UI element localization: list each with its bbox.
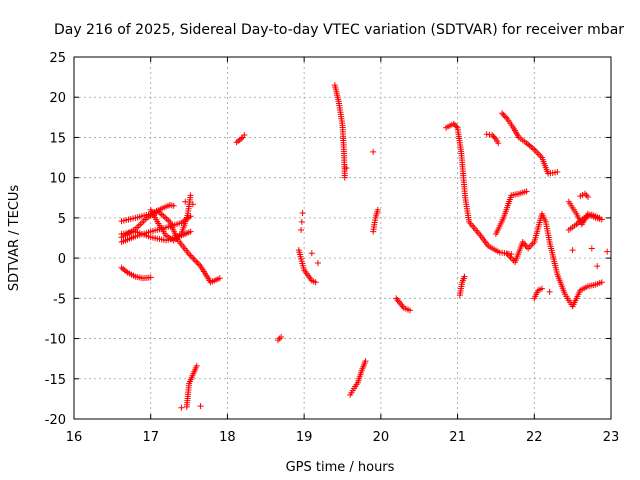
data-point	[569, 247, 576, 254]
data-point	[187, 213, 194, 220]
plot-frame	[73, 56, 612, 420]
y-tick-label: -20	[45, 413, 66, 428]
data-point	[190, 255, 197, 262]
data-point	[362, 358, 369, 365]
x-tick-label: 17	[142, 430, 159, 445]
data-point	[216, 275, 223, 282]
data-point	[594, 263, 601, 270]
data-point	[241, 132, 248, 139]
data-point	[495, 140, 502, 147]
y-tick-label: 0	[58, 252, 66, 267]
data-point	[308, 250, 315, 257]
data-point	[341, 174, 348, 181]
data-point	[197, 403, 204, 410]
data-point	[546, 288, 553, 295]
data-point	[523, 188, 530, 195]
data-point	[499, 110, 506, 117]
y-tick-label: 25	[49, 51, 66, 66]
data-point	[452, 122, 459, 129]
data-point	[538, 285, 545, 292]
data-point	[187, 252, 194, 259]
data-point	[450, 120, 457, 127]
data-point	[298, 226, 305, 233]
x-tick-label: 18	[219, 430, 236, 445]
data-point	[596, 214, 603, 221]
data-point	[314, 259, 321, 266]
x-tick-label: 16	[66, 430, 83, 445]
y-tick-label: 10	[49, 172, 66, 187]
x-axis-label: GPS time / hours	[286, 460, 395, 475]
y-tick-label: -5	[53, 292, 66, 307]
data-point	[584, 193, 591, 200]
data-point	[489, 132, 496, 139]
y-tick-label: -10	[45, 333, 66, 348]
data-point	[194, 260, 201, 267]
y-tick-label: 5	[58, 212, 66, 227]
y-tick-label: -15	[45, 373, 66, 388]
data-point	[193, 258, 200, 265]
data-point	[588, 245, 595, 252]
data-point	[501, 113, 508, 120]
y-axis-label: SDTVAR / TECUs	[7, 185, 22, 292]
y-tick-label: 20	[49, 91, 66, 106]
data-point	[170, 202, 177, 209]
x-tick-label: 23	[603, 430, 620, 445]
data-point	[453, 123, 460, 130]
data-point	[189, 201, 196, 208]
data-point	[500, 111, 507, 118]
y-tick-label: 15	[49, 131, 66, 146]
data-point	[182, 198, 189, 205]
data-point	[374, 206, 381, 213]
data-points	[118, 82, 611, 411]
data-point	[370, 148, 377, 155]
data-point	[187, 192, 194, 199]
x-tick-label: 19	[296, 430, 313, 445]
data-point	[183, 403, 190, 410]
data-point	[554, 169, 561, 176]
data-point	[312, 279, 319, 286]
data-point	[343, 165, 350, 172]
data-point	[461, 273, 468, 280]
data-point	[147, 274, 154, 281]
data-point	[178, 404, 185, 411]
x-tick-label: 21	[449, 430, 466, 445]
x-tick-label: 20	[373, 430, 390, 445]
data-point	[191, 257, 198, 264]
data-point	[298, 218, 305, 225]
data-point	[407, 307, 414, 314]
data-point	[299, 210, 306, 217]
data-point	[598, 279, 605, 286]
x-tick-label: 22	[526, 430, 543, 445]
data-point	[604, 248, 611, 255]
chart-title: Day 216 of 2025, Sidereal Day-to-day VTE…	[54, 22, 624, 38]
data-point	[187, 228, 194, 235]
data-point	[490, 133, 497, 140]
data-point	[278, 333, 285, 340]
data-point	[503, 114, 510, 121]
data-point	[188, 254, 195, 261]
data-point	[491, 134, 498, 141]
axis-ticks: 16 17 18 19 20 21 22 23 -20 -15 -10 -5 0 5 10 15 20 25	[45, 51, 620, 445]
